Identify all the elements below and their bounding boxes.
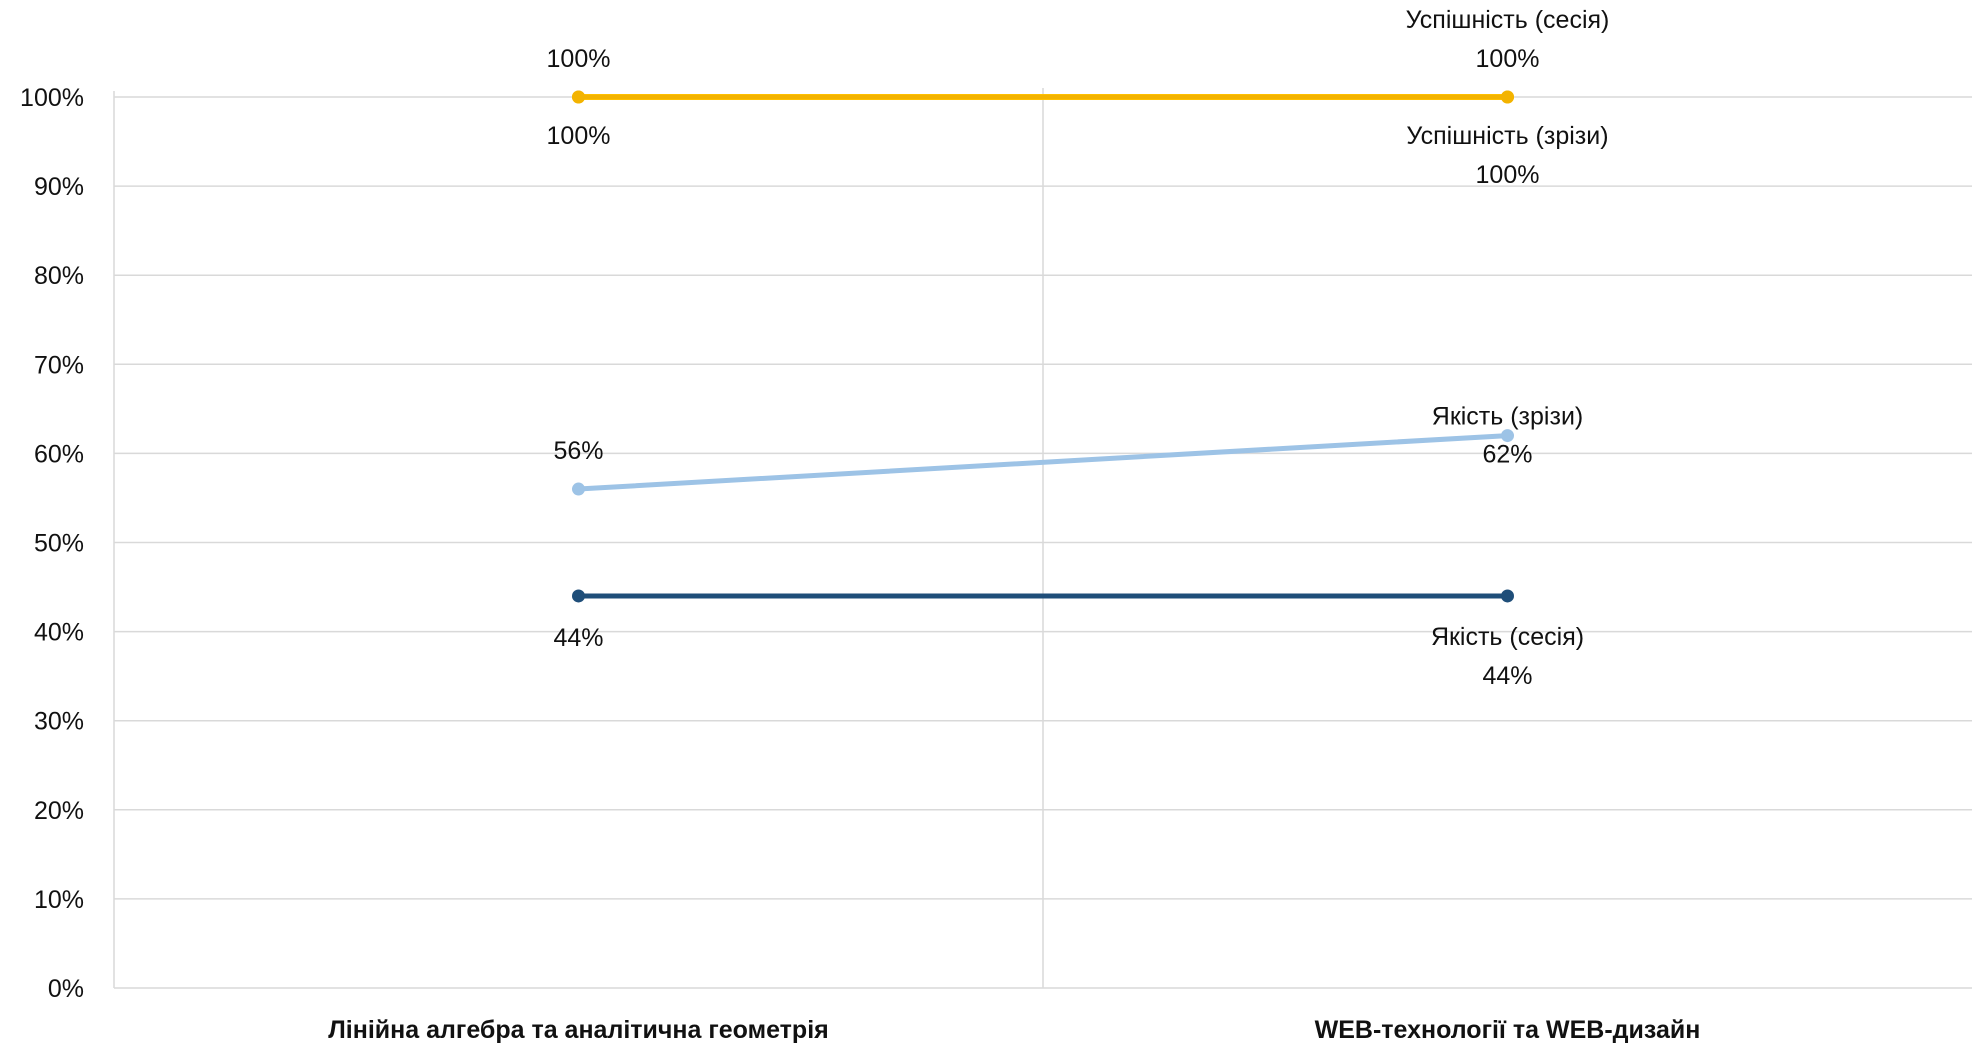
series-name-label: Успішність (сесія) (1406, 6, 1610, 34)
x-category-label: Лінійна алгебра та аналітична геометрія (328, 1016, 828, 1044)
data-point-3 (572, 589, 585, 603)
y-tick-label: 80% (34, 262, 84, 290)
y-tick-label: 50% (34, 530, 84, 558)
y-tick-label: 90% (34, 173, 84, 201)
y-tick-label: 100% (20, 84, 84, 112)
y-tick-label: 10% (34, 886, 84, 914)
data-label: 100% (1476, 45, 1540, 73)
data-label: 100% (547, 45, 611, 73)
series-name-label: Якість (зрізи) (1432, 403, 1583, 431)
data-point-1 (572, 90, 585, 104)
data-label: 62% (1482, 441, 1532, 469)
y-tick-label: 20% (34, 797, 84, 825)
data-label: 100% (1476, 161, 1540, 189)
data-point-3 (1501, 589, 1514, 603)
data-point-2 (572, 482, 585, 496)
y-tick-label: 60% (34, 440, 84, 468)
data-label: 44% (553, 624, 603, 652)
data-label: 56% (553, 437, 603, 465)
y-tick-label: 0% (48, 975, 84, 1003)
data-label: 44% (1482, 662, 1532, 690)
data-point-2 (1501, 429, 1514, 443)
y-tick-label: 70% (34, 351, 84, 379)
series-line-2 (576, 433, 1510, 492)
x-category-label: WEB-технології та WEB-дизайн (1315, 1016, 1701, 1044)
series-name-label: Якість (сесія) (1431, 623, 1584, 651)
data-point-1 (1501, 90, 1514, 104)
y-tick-label: 40% (34, 619, 84, 647)
y-tick-label: 30% (34, 708, 84, 736)
series-name-label: Успішність (зрізи) (1406, 122, 1608, 150)
data-label: 100% (547, 122, 611, 150)
